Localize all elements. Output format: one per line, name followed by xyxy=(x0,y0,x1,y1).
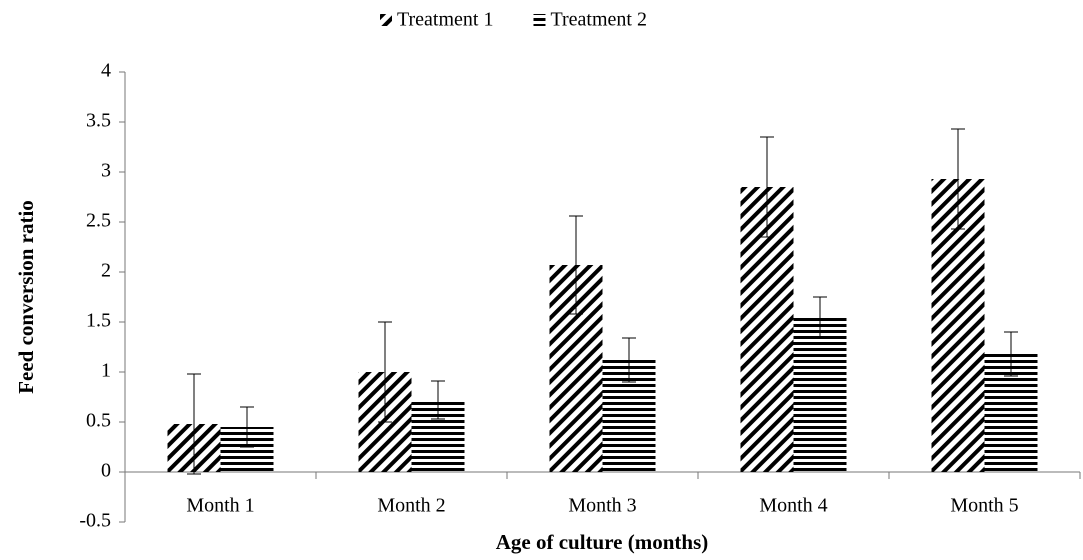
y-tick-label: -0.5 xyxy=(79,510,111,532)
y-tick-label: 0 xyxy=(101,460,111,482)
legend-label: Treatment 2 xyxy=(550,9,646,31)
error-bar xyxy=(622,337,636,383)
bar xyxy=(793,317,847,472)
legend: Treatment 1 Treatment 2 xyxy=(380,9,647,31)
error-bar xyxy=(431,380,445,420)
y-tick-label: 2.5 xyxy=(86,210,111,232)
legend-label: Treatment 1 xyxy=(397,9,493,31)
error-bar xyxy=(569,215,583,315)
legend-swatch xyxy=(533,14,546,26)
x-tick-label: Month 1 xyxy=(186,495,254,517)
error-bar xyxy=(378,321,392,423)
y-tick-label: 1.5 xyxy=(86,310,111,332)
x-tick-label: Month 2 xyxy=(377,495,445,517)
error-bar xyxy=(813,296,827,338)
x-tick-label: Month 3 xyxy=(568,495,636,517)
error-bar xyxy=(240,406,254,448)
y-tick-label: 2 xyxy=(101,260,111,282)
y-tick-label: 3.5 xyxy=(86,110,111,132)
y-axis-title: Feed conversion ratio xyxy=(14,200,38,394)
x-tick-label: Month 4 xyxy=(759,495,827,517)
x-tick-label: Month 5 xyxy=(950,495,1018,517)
y-tick-label: 1 xyxy=(101,360,111,382)
y-tick-label: 3 xyxy=(101,160,111,182)
error-bar xyxy=(1004,331,1018,377)
legend-swatch xyxy=(380,14,392,26)
error-bar xyxy=(187,373,201,475)
y-tick-label: 4 xyxy=(101,60,111,82)
error-bar xyxy=(760,136,774,238)
x-axis-title: Age of culture (months) xyxy=(496,530,709,554)
error-bar xyxy=(951,128,965,230)
y-tick-label: 0.5 xyxy=(86,410,111,432)
